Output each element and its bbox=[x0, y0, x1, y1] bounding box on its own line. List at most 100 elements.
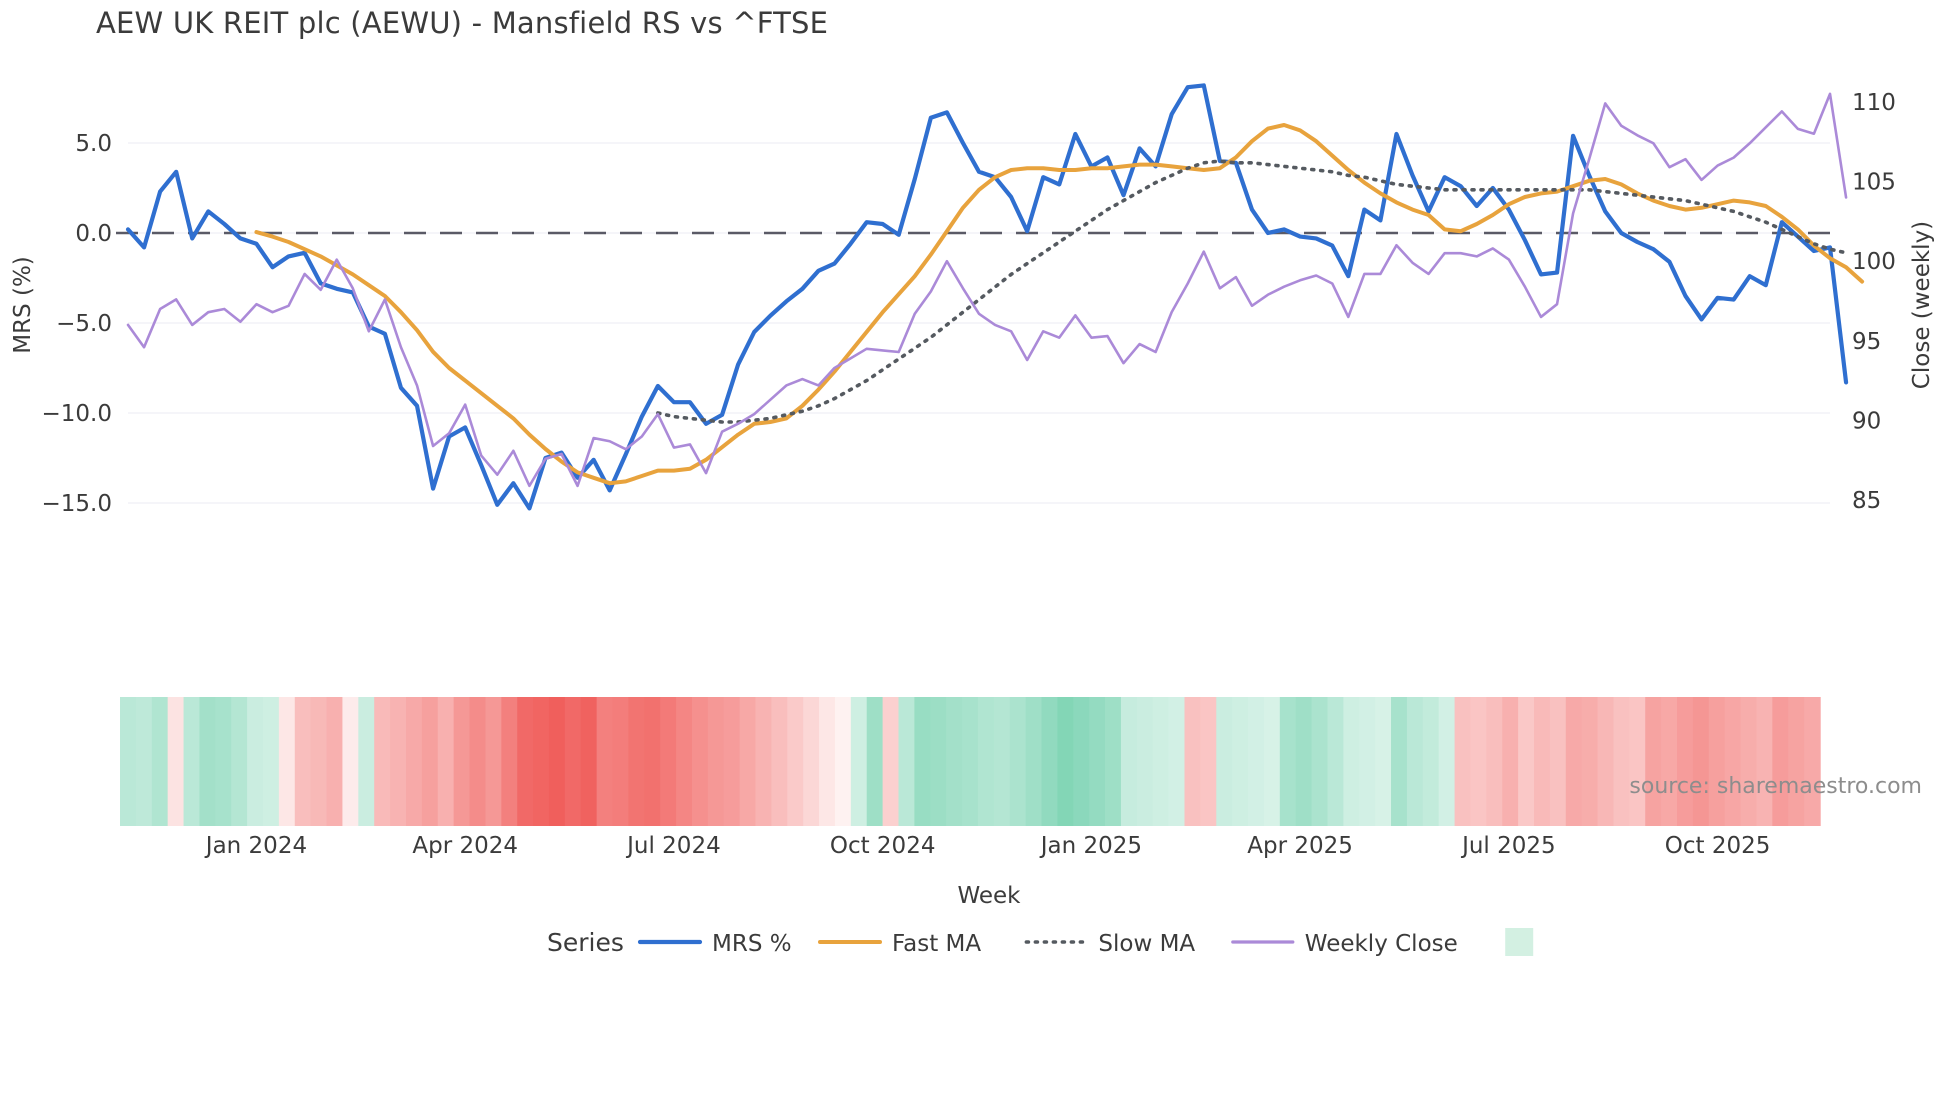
y-axis-title: MRS (%) bbox=[10, 256, 36, 354]
heatmap-cell bbox=[1200, 697, 1217, 826]
heatmap-cell bbox=[1534, 697, 1551, 826]
heatmap-cell bbox=[946, 697, 963, 826]
heatmap-cell bbox=[485, 697, 503, 826]
series-line-slow_ma bbox=[656, 159, 1848, 424]
heatmap-cell bbox=[1645, 697, 1662, 826]
heatmap-cell bbox=[310, 697, 328, 826]
heatmap-cell bbox=[882, 697, 900, 826]
y2-tick-label: 105 bbox=[1852, 170, 1896, 196]
x-tick-label: Jul 2025 bbox=[1460, 833, 1556, 859]
y2-tick-label: 95 bbox=[1852, 329, 1881, 355]
heatmap-cell bbox=[1279, 697, 1297, 826]
x-tick-label: Apr 2025 bbox=[1247, 833, 1353, 859]
heatmap-cell bbox=[676, 697, 693, 826]
heatmap-cell bbox=[787, 697, 804, 826]
heatmap-cell bbox=[1263, 697, 1281, 826]
heatmap-cell bbox=[548, 697, 566, 826]
source-annotation: source: sharemaestro.com bbox=[1629, 774, 1922, 799]
heatmap-cell bbox=[1422, 697, 1440, 826]
heatmap-cell bbox=[390, 697, 407, 826]
heatmap-cell bbox=[326, 697, 344, 826]
legend-title: Series bbox=[547, 928, 624, 957]
heatmap-cell bbox=[358, 697, 375, 826]
gridlines-group bbox=[128, 142, 1830, 504]
heatmap-cell bbox=[1025, 697, 1043, 826]
heatmap-cell bbox=[294, 697, 312, 826]
y-tick-label: 0.0 bbox=[75, 221, 112, 247]
heatmap-cell bbox=[1454, 697, 1472, 826]
heatmap-cell bbox=[739, 697, 757, 826]
x-tick-label: Apr 2024 bbox=[412, 833, 518, 859]
legend-label-slow_ma[interactable]: Slow MA bbox=[1098, 931, 1195, 957]
heatmap-cell bbox=[1438, 697, 1456, 826]
heatmap-cell bbox=[469, 697, 487, 826]
heatmap-cell bbox=[374, 697, 391, 826]
heatmap-cell bbox=[962, 697, 979, 826]
x-tick-label: Jan 2025 bbox=[1039, 833, 1142, 859]
heatmap-cell bbox=[977, 697, 995, 826]
heatmap-cell bbox=[1359, 697, 1376, 826]
heatmap-cell bbox=[914, 697, 931, 826]
x-axis-title: Week bbox=[957, 883, 1021, 909]
legend-label-weekly_close[interactable]: Weekly Close bbox=[1305, 931, 1458, 957]
heatmap-cell bbox=[612, 697, 630, 826]
heatmap-cell bbox=[898, 697, 916, 826]
heatmap-cell bbox=[1470, 697, 1488, 826]
heatmap-cell bbox=[1724, 697, 1742, 826]
heatmap-cell bbox=[771, 697, 788, 826]
y2-tick-label: 100 bbox=[1852, 249, 1896, 275]
heatmap-cell bbox=[691, 697, 709, 826]
heatmap-cell bbox=[135, 697, 153, 826]
heatmap-cell bbox=[1565, 697, 1583, 826]
heatmap-cell bbox=[183, 697, 201, 826]
series-paths-group bbox=[125, 83, 1865, 511]
heatmap-cell bbox=[1295, 697, 1313, 826]
heatmap-cell bbox=[1692, 697, 1710, 826]
heatmap-cell bbox=[866, 697, 884, 826]
heatmap-cell bbox=[1486, 697, 1503, 826]
heatmap-cell bbox=[421, 697, 439, 826]
heatmap-cell bbox=[564, 697, 582, 826]
legend-label-mrs[interactable]: MRS % bbox=[712, 931, 792, 957]
y-tick-label: −5.0 bbox=[56, 311, 112, 337]
x-axis-tick-labels: Jan 2024 Apr 2024 Jul 2024 Oct 2024 Jan 2025… bbox=[204, 833, 1771, 859]
legend-swatch-heatmap[interactable] bbox=[1505, 928, 1534, 956]
heatmap-cell bbox=[342, 697, 360, 826]
heatmap-cell bbox=[1597, 697, 1615, 826]
heatmap-cell bbox=[1184, 697, 1202, 826]
heatmap-cell bbox=[1232, 697, 1249, 826]
heatmap-cell bbox=[1089, 697, 1106, 826]
y2-tick-label: 90 bbox=[1852, 409, 1881, 435]
heatmap-cell bbox=[1057, 697, 1074, 826]
heatmap-cell bbox=[262, 697, 280, 826]
heatmap-cell bbox=[1788, 697, 1805, 826]
heatmap-cell bbox=[1613, 697, 1631, 826]
heatmap-cell bbox=[533, 697, 550, 826]
heatmap-cell bbox=[405, 697, 423, 826]
heatmap-cell bbox=[231, 697, 248, 826]
heatmap-cell bbox=[1549, 697, 1567, 826]
heatmap-cell bbox=[628, 697, 645, 826]
heatmap-cell bbox=[707, 697, 725, 826]
heatmap-cell bbox=[278, 697, 296, 826]
heatmap-cell bbox=[1804, 697, 1821, 826]
heatmap-cell bbox=[1327, 697, 1345, 826]
chart-title: AEW UK REIT plc (AEWU) - Mansfield RS vs… bbox=[96, 6, 829, 40]
x-tick-label: Jul 2024 bbox=[625, 833, 721, 859]
y-tick-label: −15.0 bbox=[42, 491, 112, 517]
heatmap-cell bbox=[580, 697, 598, 826]
x-tick-label: Oct 2024 bbox=[830, 833, 936, 859]
heatmap-cell bbox=[120, 697, 137, 826]
heatmap-cell bbox=[1406, 697, 1424, 826]
y2-tick-label: 85 bbox=[1852, 488, 1881, 514]
heatmap-cell bbox=[1518, 697, 1535, 826]
y-axis-tick-labels: 5.0 0.0 −5.0 −10.0 −15.0 bbox=[42, 131, 112, 517]
heatmap-cell bbox=[596, 697, 614, 826]
legend-label-fast_ma[interactable]: Fast MA bbox=[892, 931, 981, 957]
heatmap-cell bbox=[1756, 697, 1774, 826]
heatmap-cell bbox=[660, 697, 677, 826]
heatmap-cell bbox=[247, 697, 264, 826]
heatmap-cell bbox=[819, 697, 836, 826]
series-line-mrs bbox=[125, 83, 1849, 511]
